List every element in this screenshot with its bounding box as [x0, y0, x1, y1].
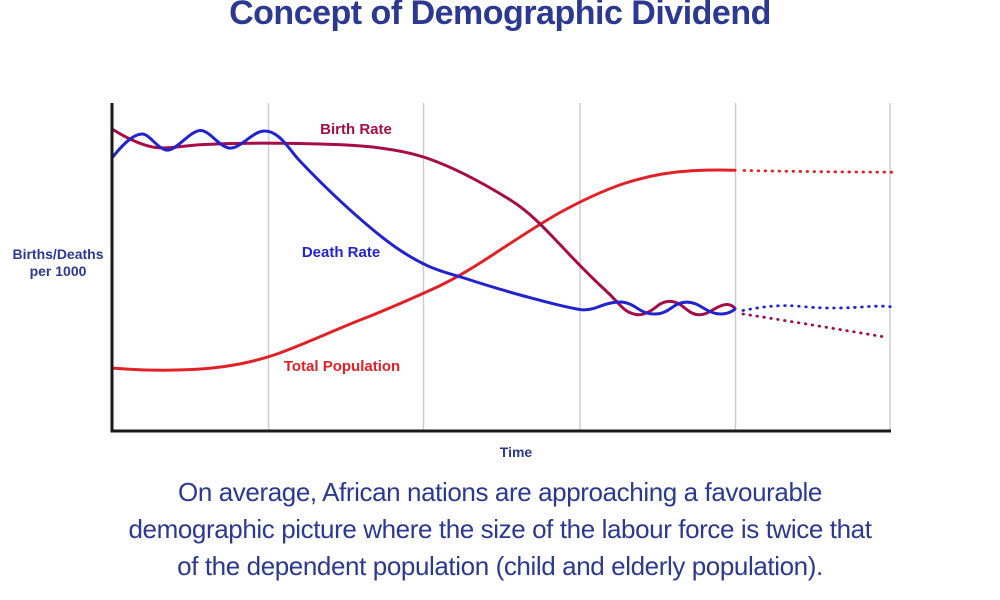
- death-rate-projection-dotted: [741, 304, 893, 312]
- total-population-curve: [110, 168, 737, 372]
- birth-rate-curve: [110, 127, 737, 317]
- x-axis-label: Time: [499, 444, 533, 460]
- page-title: Concept of Demographic Dividend: [229, 0, 771, 32]
- death-rate-label: Death Rate: [301, 244, 381, 261]
- y-axis-label-line2: per 1000: [29, 263, 87, 279]
- caption-line-3: of the dependent population (child and e…: [177, 551, 823, 581]
- death-rate-curve: [110, 129, 737, 316]
- total-population-projection-dotted: [742, 169, 894, 174]
- demographic-transition-chart: [110, 103, 894, 433]
- caption-line-2: demographic picture where the size of th…: [128, 514, 872, 544]
- birth-rate-projection-dotted: [741, 312, 887, 339]
- axes: [110, 103, 891, 433]
- caption-line-1: On average, African nations are approach…: [178, 477, 822, 507]
- y-axis-label-line1: Births/Deaths: [12, 246, 104, 262]
- total-population-label: Total Population: [283, 358, 401, 375]
- birth-rate-label: Birth Rate: [320, 121, 392, 138]
- y-axis-label: Births/Deaths per 1000: [10, 246, 106, 280]
- caption: On average, African nations are approach…: [0, 474, 1000, 585]
